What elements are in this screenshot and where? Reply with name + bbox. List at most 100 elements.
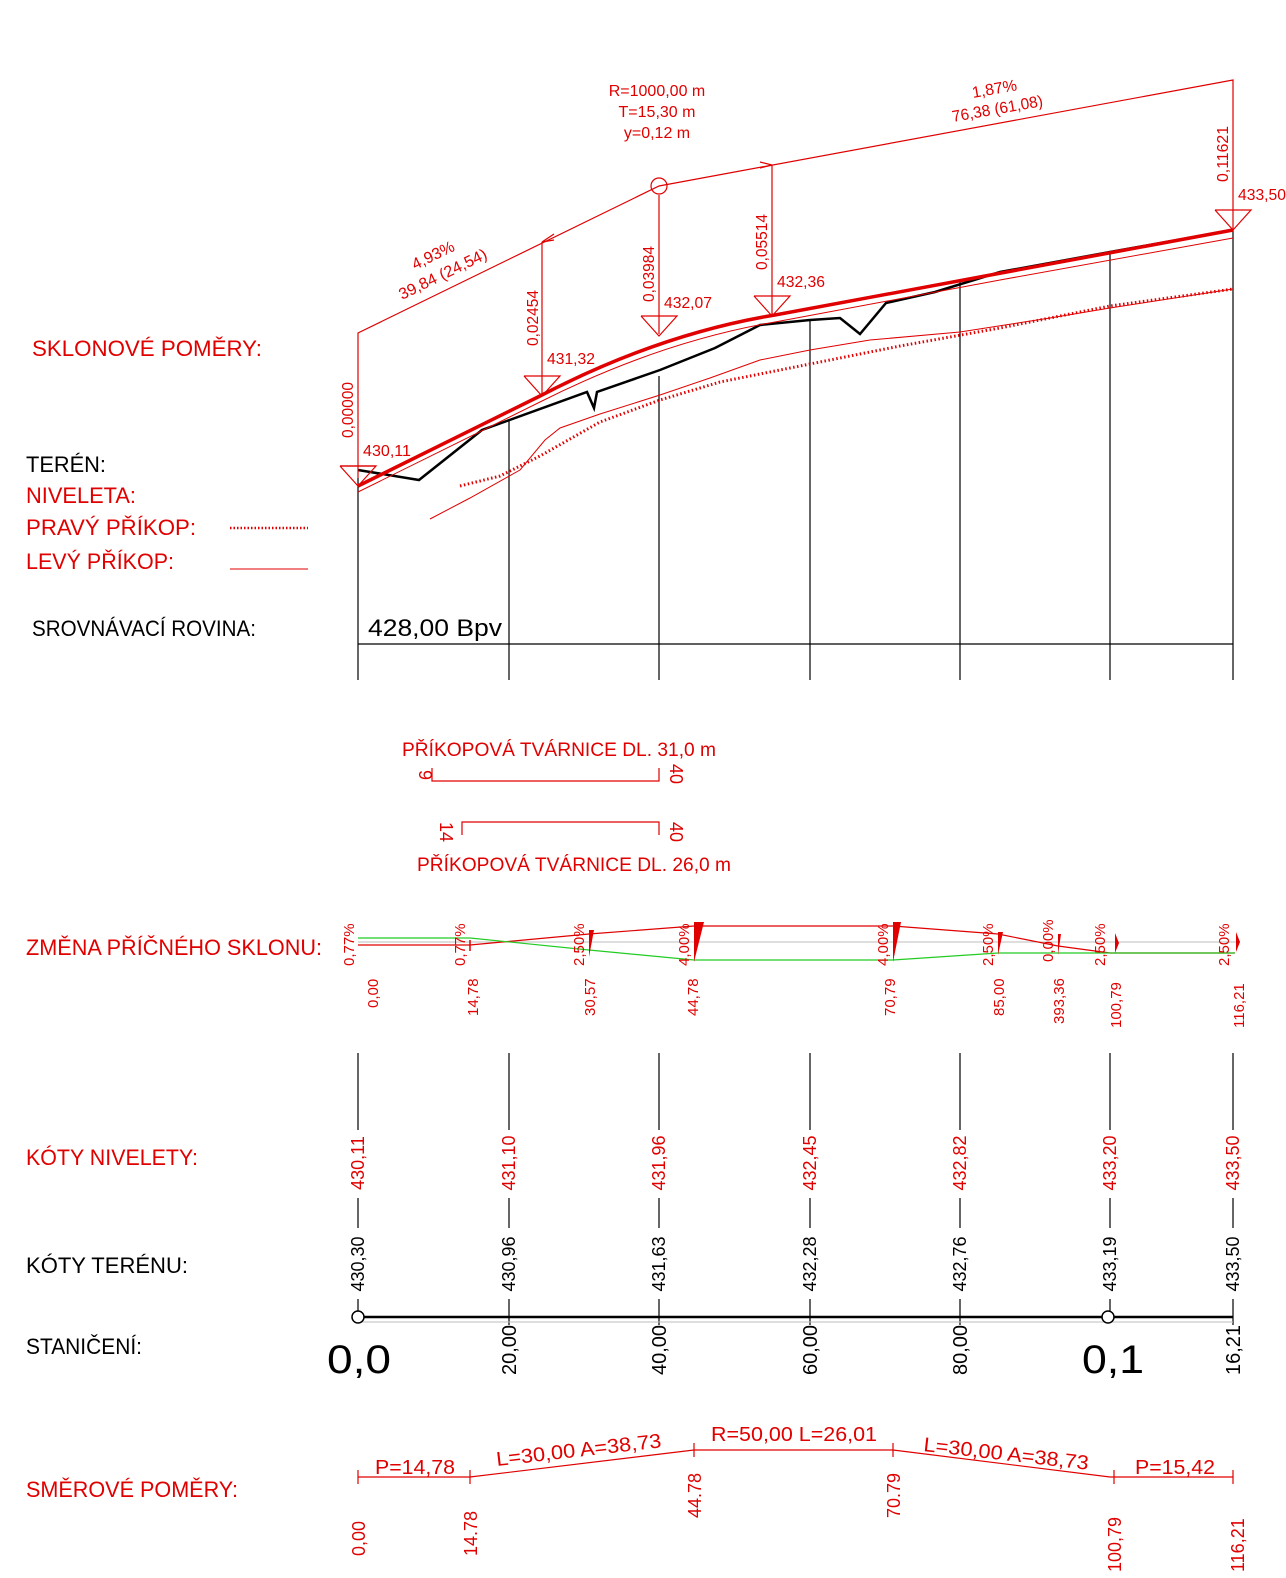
staniceni-value: 60,00 xyxy=(800,1325,822,1375)
tvarnice-2-bracket xyxy=(461,821,660,835)
profile-elev-3: 432,36 xyxy=(777,274,825,291)
cross-slope-pct-8: 2,50% xyxy=(1216,923,1233,966)
kota-terenu: 433,19 xyxy=(1100,1236,1120,1291)
staniceni-value: 40,00 xyxy=(649,1325,671,1375)
tvarnice-1: PŘÍKOPOVÁ TVÁRNICE DL. 31,0 m 9 40 xyxy=(402,739,716,784)
cross-slope-pct-6: 0,00% xyxy=(1040,919,1057,962)
smer-l2: L=30,00 A=38,73 xyxy=(922,1434,1089,1475)
triangle-marker xyxy=(753,295,792,317)
staniceni-value: 20,00 xyxy=(499,1325,521,1375)
kota-nivelety: 430,11 xyxy=(348,1136,368,1190)
profile-km-3: 0,05514 xyxy=(754,214,771,270)
kota-terenu: 431,63 xyxy=(649,1236,669,1291)
triangle-marker xyxy=(640,315,679,337)
profile-elev-0: 430,11 xyxy=(363,443,411,460)
slope-2-length: 76,38 (61,08) xyxy=(951,93,1045,126)
tvarnice-1-bracket xyxy=(431,768,660,782)
kota-terenu: 432,28 xyxy=(800,1236,820,1291)
staniceni-value: 16,21 xyxy=(1223,1325,1245,1375)
label-staniceni: STANIČENÍ: xyxy=(26,1334,142,1359)
kota-terenu: 432,76 xyxy=(950,1236,970,1291)
cross-slope-pct-2: 2,50% xyxy=(571,923,588,966)
label-teren: TERÉN: xyxy=(26,452,106,477)
cross-slope-pct-1: 0,77% xyxy=(452,923,469,966)
profile-km-2: 0,03984 xyxy=(641,246,658,302)
kota-nivelety: 431,10 xyxy=(499,1135,519,1190)
station-table: 430,11 430,30 431,10 430,96 20,00 431,96 431,6… xyxy=(348,1053,1245,1375)
smer-sta-0: 0,00 xyxy=(349,1521,369,1556)
profile-km-4: 0,11621 xyxy=(1215,126,1232,182)
cross-slope-sta-3: 44,78 xyxy=(685,978,702,1016)
profile-km-1: 0,02454 xyxy=(525,290,542,346)
staniceni-value: 80,00 xyxy=(950,1325,972,1375)
elevation-markers xyxy=(339,209,1253,487)
km-circle-marker xyxy=(1101,1310,1115,1324)
curve-y: y=0,12 m xyxy=(624,125,690,142)
label-levy-prikop: LEVÝ PŘÍKOP: xyxy=(26,549,174,574)
smer-r: R=50,00 L=26,01 xyxy=(711,1424,877,1446)
grade-tangent-line xyxy=(357,79,1234,478)
kota-nivelety: 432,45 xyxy=(800,1135,820,1190)
profile-elev-2: 432,07 xyxy=(664,295,712,312)
cross-slope-pct-0: 0,77% xyxy=(341,923,358,966)
label-zmena-sklonu: ZMĚNA PŘÍČNÉHO SKLONU: xyxy=(26,935,322,960)
cross-slope-pct-4: 4,00% xyxy=(875,923,892,966)
tvarnice-2-end: 40 xyxy=(666,822,686,842)
slope-wedge-marker xyxy=(1236,932,1240,952)
triangle-marker xyxy=(523,375,562,397)
label-koty-terenu: KÓTY TERÉNU: xyxy=(26,1253,188,1278)
smer-sta-3: 70.79 xyxy=(884,1473,904,1518)
profile-km-0: 0,00000 xyxy=(340,382,357,438)
smer-sta-1: 14.78 xyxy=(461,1511,481,1556)
pravy-prikop-line xyxy=(459,287,1234,488)
tvarnice-1-start: 9 xyxy=(415,770,435,780)
cross-slope-sta-7: 100,79 xyxy=(1108,982,1125,1028)
label-koty-nivelety: KÓTY NIVELETY: xyxy=(26,1145,198,1170)
cross-slope-sta-4: 70,79 xyxy=(882,978,899,1016)
profile-grid xyxy=(357,230,1234,680)
profile-elev-1: 431,32 xyxy=(547,351,595,368)
cross-slope-sta-0: 0,00 xyxy=(365,979,382,1008)
smer-sta-4: 100,79 xyxy=(1105,1517,1125,1572)
smer-p2: P=15,42 xyxy=(1135,1457,1215,1479)
smer-sta-2: 44.78 xyxy=(685,1473,705,1518)
cross-slope-sta-2: 30,57 xyxy=(582,978,599,1016)
slope-wedge-marker xyxy=(1058,934,1061,955)
kota-nivelety: 433,20 xyxy=(1100,1135,1120,1190)
kota-nivelety: 431,96 xyxy=(649,1135,669,1190)
slope-wedge-marker xyxy=(1115,933,1119,953)
slope-wedge-marker xyxy=(998,932,1003,955)
kota-terenu: 433,50 xyxy=(1223,1236,1243,1291)
profile-elev-4: 433,50 xyxy=(1238,187,1286,204)
km-circle-marker xyxy=(351,1310,365,1324)
levy-prikop-line xyxy=(429,288,1234,520)
cross-slope-pct-5: 2,50% xyxy=(980,923,997,966)
label-smerove-pomery: SMĚROVÉ POMĚRY: xyxy=(26,1477,238,1502)
cross-slope-diagram: 0,77% 0,77% 2,50% 4,00% 4,00% 2,50% 0,00… xyxy=(341,919,1248,1028)
curve-tangent: T=15,30 m xyxy=(619,104,696,121)
cross-slope-sta-1: 14,78 xyxy=(465,978,482,1016)
triangle-marker xyxy=(1214,209,1253,231)
kota-nivelety: 433,50 xyxy=(1223,1135,1243,1190)
cross-slope-sta-8: 116,21 xyxy=(1231,983,1248,1028)
label-niveleta: NIVELETA: xyxy=(26,483,136,508)
alignment-line xyxy=(358,1449,1233,1478)
tvarnice-2-text: PŘÍKOPOVÁ TVÁRNICE DL. 26,0 m xyxy=(417,854,731,876)
tvarnice-2: 14 40 PŘÍKOPOVÁ TVÁRNICE DL. 26,0 m xyxy=(417,821,731,876)
cross-slope-sta-5: 85,00 xyxy=(991,978,1008,1016)
tvarnice-2-start: 14 xyxy=(436,822,456,842)
slope-wedge-marker xyxy=(694,922,704,962)
terrain-line xyxy=(357,228,1234,482)
curve-radius: R=1000,00 m xyxy=(609,83,706,100)
kota-terenu: 430,30 xyxy=(348,1236,368,1291)
label-pravy-prikop: PRAVÝ PŘÍKOP: xyxy=(26,515,196,540)
datum-value: 428,00 Bpv xyxy=(368,615,502,642)
slope-wedge-marker xyxy=(589,930,594,957)
label-srovnavaci-rovina: SROVNÁVACÍ ROVINA: xyxy=(32,616,256,641)
tvarnice-1-text: PŘÍKOPOVÁ TVÁRNICE DL. 31,0 m xyxy=(402,739,716,761)
cross-slope-sta-6: 393,36 xyxy=(1051,978,1068,1024)
smer-sta-5: 116,21 xyxy=(1228,1518,1248,1572)
smerove-pomery: P=14,78 L=30,00 A=38,73 R=50,00 L=26,01 … xyxy=(349,1424,1248,1572)
staniceni-km-0: 0,0 xyxy=(327,1338,391,1382)
